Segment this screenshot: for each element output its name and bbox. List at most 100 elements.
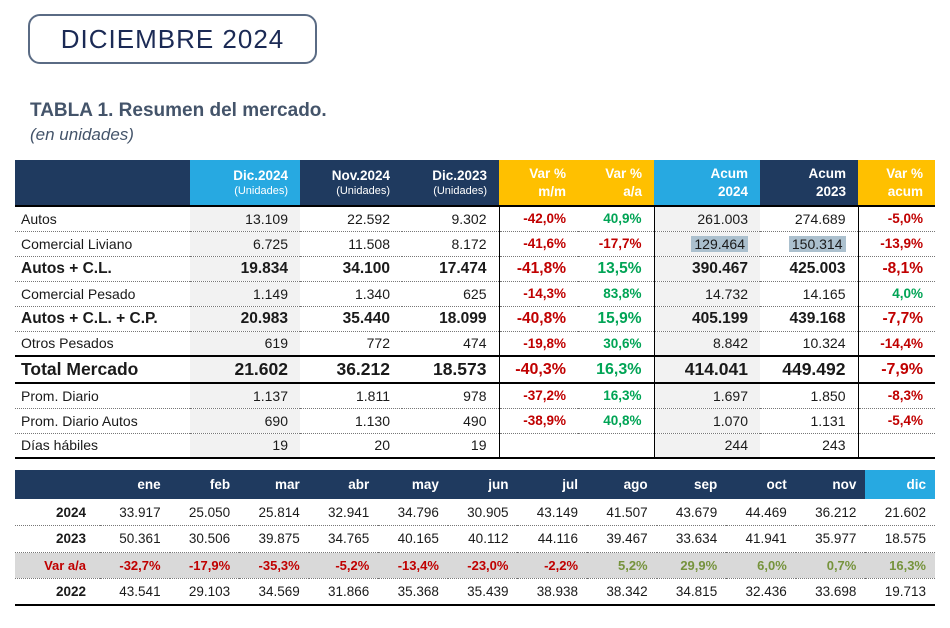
value-cell: 34.765 bbox=[308, 525, 379, 553]
month-header: ene bbox=[100, 470, 170, 499]
value-cell bbox=[578, 433, 654, 459]
value-cell: 35.368 bbox=[378, 578, 448, 606]
row-label: Autos + C.L. + C.P. bbox=[15, 306, 190, 332]
value-cell: 34.100 bbox=[300, 256, 402, 282]
value-cell: 414.041 bbox=[653, 355, 760, 384]
value-cell: -41,6% bbox=[498, 231, 578, 257]
header-row: Dic.2024 (Unidades) Nov.2024 (Unidades) Dic.… bbox=[15, 160, 935, 206]
value-cell: 39.875 bbox=[239, 525, 309, 553]
value-cell: 20.983 bbox=[190, 306, 300, 332]
value-cell: 978 bbox=[402, 383, 499, 409]
value-cell: 36.212 bbox=[300, 355, 402, 384]
value-cell: 690 bbox=[190, 408, 300, 434]
value-cell: 32.941 bbox=[308, 499, 379, 526]
value-cell: -40,8% bbox=[498, 306, 578, 332]
value-cell: 17.474 bbox=[402, 256, 499, 282]
value-cell: 40,8% bbox=[578, 408, 654, 434]
period-badge: DICIEMBRE 2024 bbox=[28, 14, 317, 64]
value-cell: 5,2% bbox=[587, 552, 657, 579]
value-cell: 35.440 bbox=[300, 306, 402, 332]
value-cell: 13.109 bbox=[190, 206, 300, 232]
value-cell: 38.938 bbox=[517, 578, 588, 606]
month-header: mar bbox=[239, 470, 309, 499]
month-header: ago bbox=[587, 470, 657, 499]
value-cell: 20 bbox=[300, 433, 402, 459]
value-cell: 35.977 bbox=[795, 525, 866, 553]
row-label: Autos + C.L. bbox=[15, 256, 190, 282]
value-cell: 19.713 bbox=[865, 578, 935, 606]
value-cell: -23,0% bbox=[447, 552, 518, 579]
value-cell bbox=[857, 433, 935, 459]
table-row: 2022 43.541 29.103 34.569 31.866 35.368 35.439… bbox=[15, 578, 935, 606]
value-cell: 19 bbox=[190, 433, 300, 459]
value-cell: 25.050 bbox=[169, 499, 240, 526]
value-cell: 29,9% bbox=[656, 552, 727, 579]
value-cell: 19 bbox=[402, 433, 499, 459]
row-label: 2023 bbox=[15, 525, 100, 553]
value-cell: -17,7% bbox=[578, 231, 654, 257]
table-row: Autos + C.L. + C.P. 20.983 35.440 18.099 -40… bbox=[15, 306, 935, 332]
value-cell: 41.941 bbox=[726, 525, 796, 553]
row-label: Autos bbox=[15, 206, 190, 232]
value-cell: 1.070 bbox=[653, 408, 760, 434]
value-cell: 35.439 bbox=[447, 578, 518, 606]
value-cell: 6.725 bbox=[190, 231, 300, 257]
value-cell: 33.698 bbox=[795, 578, 866, 606]
value-cell: 261.003 bbox=[653, 206, 760, 232]
table-row: Total Mercado 21.602 36.212 18.573 -40,3% 16,… bbox=[15, 355, 935, 384]
value-cell: -5,2% bbox=[308, 552, 379, 579]
value-cell: 43.541 bbox=[100, 578, 170, 606]
value-cell: -2,2% bbox=[517, 552, 588, 579]
value-cell: 30.506 bbox=[169, 525, 240, 553]
table-row: 2023 50.361 30.506 39.875 34.765 40.165 40.112… bbox=[15, 525, 935, 553]
market-summary-table: Dic.2024 (Unidades) Nov.2024 (Unidades) Dic.… bbox=[15, 160, 935, 459]
value-cell: 0,7% bbox=[795, 552, 866, 579]
value-cell: 43.149 bbox=[517, 499, 588, 526]
value-cell: -41,8% bbox=[498, 256, 578, 282]
value-cell: 449.492 bbox=[760, 355, 858, 384]
value-cell: 40.112 bbox=[447, 525, 518, 553]
value-cell: 41.507 bbox=[587, 499, 657, 526]
value-cell: -19,8% bbox=[498, 331, 578, 357]
column-header: Nov.2024 (Unidades) bbox=[300, 160, 402, 206]
value-cell: -14,4% bbox=[857, 331, 935, 357]
table-row: Otros Pesados 619 772 474 -19,8% 30,6% 8.842 10… bbox=[15, 331, 935, 357]
column-header: Var % m/m bbox=[499, 160, 578, 206]
value-cell: 83,8% bbox=[578, 281, 654, 307]
value-cell: 29.103 bbox=[169, 578, 240, 606]
value-cell: -40,3% bbox=[498, 355, 578, 384]
value-cell: 36.212 bbox=[795, 499, 866, 526]
column-header: Dic.2024 (Unidades) bbox=[190, 160, 300, 206]
value-cell: 390.467 bbox=[653, 256, 760, 282]
column-header: Acum 2023 bbox=[760, 160, 858, 206]
value-cell: 274.689 bbox=[760, 206, 858, 232]
value-cell: 38.342 bbox=[587, 578, 657, 606]
value-cell: 22.592 bbox=[300, 206, 402, 232]
row-label: Días hábiles bbox=[15, 433, 190, 459]
value-cell: 439.168 bbox=[760, 306, 858, 332]
table1-subtitle: (en unidades) bbox=[30, 125, 134, 144]
month-header: sep bbox=[656, 470, 727, 499]
row-label: Otros Pesados bbox=[15, 331, 190, 357]
value-cell: -13,4% bbox=[378, 552, 448, 579]
row-label: 2022 bbox=[15, 578, 100, 606]
value-cell: 16,3% bbox=[578, 383, 654, 409]
value-cell: 33.917 bbox=[100, 499, 170, 526]
value-cell: -5,0% bbox=[857, 206, 935, 232]
value-cell: 129.464 bbox=[653, 231, 760, 257]
value-cell: 9.302 bbox=[402, 206, 499, 232]
row-label: 2024 bbox=[15, 499, 100, 526]
value-cell: 425.003 bbox=[760, 256, 858, 282]
value-cell: 1.850 bbox=[760, 383, 858, 409]
value-cell: 33.634 bbox=[656, 525, 727, 553]
value-cell: 21.602 bbox=[865, 499, 935, 526]
corner-header-cell bbox=[15, 470, 100, 499]
value-cell: 6,0% bbox=[726, 552, 796, 579]
value-cell: -8,3% bbox=[857, 383, 935, 409]
table-row: Comercial Pesado 1.149 1.340 625 -14,3% 83,8%… bbox=[15, 281, 935, 307]
table-row: 2024 33.917 25.050 25.814 32.941 34.796 30.905… bbox=[15, 499, 935, 526]
month-header: nov bbox=[795, 470, 866, 499]
value-cell: 10.324 bbox=[760, 331, 858, 357]
month-header: feb bbox=[169, 470, 240, 499]
value-cell: 19.834 bbox=[190, 256, 300, 282]
